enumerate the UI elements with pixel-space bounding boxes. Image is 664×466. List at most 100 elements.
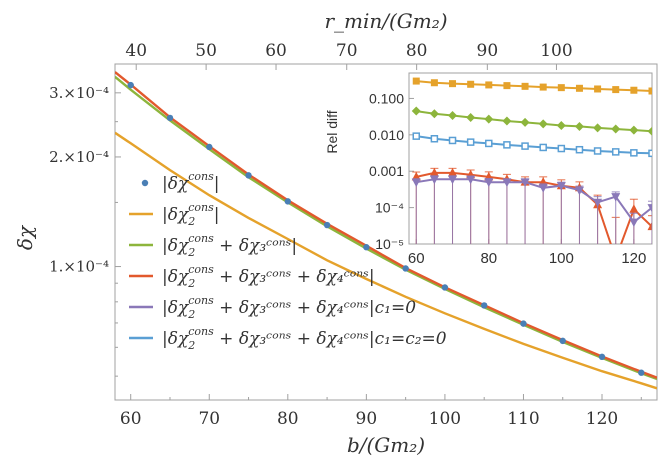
x-tick-label: 120: [586, 409, 618, 429]
x-tick-label: 90: [356, 409, 378, 429]
inset-marker: [503, 82, 511, 90]
y-axis-label: δχ: [13, 224, 37, 250]
legend-sub: 2: [187, 277, 195, 290]
main-ticks: 60 70 80 90 100 110 120 40 50 60 70 80 90 100 3.×10⁻⁴ 2…: [49, 41, 642, 429]
legend-label: |δχ2cons + δχ₃ᶜᵒⁿˢ|: [162, 232, 297, 259]
inset-marker: [629, 218, 639, 228]
y-tick-label: 1.×10⁻⁴: [49, 258, 109, 276]
legend-base: |δχ: [162, 298, 190, 318]
inset-chart: 60 80 100 120 0.100 0.010 0.001 10⁻⁴ 10⁻⁵ Rel di…: [324, 71, 653, 267]
legend-label: |δχ2cons|: [162, 201, 220, 228]
legend-sup: cons: [188, 170, 214, 183]
x-axis-label: b/(Gm₂): [347, 433, 425, 457]
data-point: [638, 369, 645, 376]
inset-frame: [408, 72, 653, 245]
data-point: [480, 302, 488, 309]
data-point: [441, 284, 449, 291]
main-plot-frame: [114, 63, 658, 401]
inset-x-tick-label: 80: [480, 250, 497, 267]
inset-marker: [411, 178, 421, 188]
inset-marker: [647, 221, 652, 231]
data-point: [323, 221, 331, 229]
inset-line: [416, 178, 652, 224]
legend-sub: 2: [187, 215, 195, 228]
legend-base: |δχ: [162, 267, 190, 287]
inset-y-axis-label: Rel diff: [324, 110, 340, 153]
legend-tail: + δχ₃ᶜᵒⁿˢ|: [214, 236, 297, 256]
inset-marker: [648, 87, 652, 95]
inset-marker: [520, 178, 530, 188]
top-tick-label: 40: [125, 41, 147, 61]
legend-label: |δχ2cons + δχ₃ᶜᵒⁿˢ + δχ₄ᶜᵒⁿˢ|c₁=0: [162, 294, 416, 321]
inset-marker: [467, 80, 475, 88]
legend-sup: cons: [188, 325, 214, 338]
inset-marker: [520, 117, 530, 127]
inset-marker: [647, 126, 652, 136]
inset-marker: [538, 184, 548, 193]
legend-tail: |: [214, 205, 220, 225]
inset-x-tick-label: 120: [621, 250, 646, 267]
inset-marker: [575, 145, 584, 154]
inset-marker: [502, 116, 512, 126]
data-point: [284, 198, 292, 205]
legend-sup: cons: [188, 232, 214, 245]
inset-marker: [611, 193, 621, 202]
inset-marker: [648, 149, 652, 158]
inset-ticks: 60 80 100 120 0.100 0.010 0.001 10⁻⁴ 10⁻⁵: [369, 90, 646, 267]
top-tick-label: 100: [540, 41, 572, 61]
x-tick-label: 60: [120, 409, 142, 429]
x-tick-label: 70: [198, 409, 220, 429]
legend-sup: cons: [188, 294, 214, 307]
data-point: [166, 114, 174, 122]
legend-tail: |: [214, 174, 220, 194]
inset-marker: [484, 114, 494, 124]
inset-marker: [556, 182, 566, 191]
inset-marker: [412, 77, 420, 85]
inset-marker: [647, 204, 652, 213]
inset-series-group: [411, 175, 652, 244]
legend-base: |δχ: [162, 174, 190, 194]
inset-marker: [629, 204, 639, 213]
top-tick-label: 80: [406, 41, 428, 61]
inset-marker: [466, 112, 476, 122]
x-tick-label: 110: [507, 409, 539, 429]
inset-y-tick-label: 10⁻⁴: [375, 200, 404, 216]
data-point: [598, 353, 606, 361]
inset-marker: [429, 109, 439, 119]
inset-y-tick-label: 10⁻⁵: [375, 236, 404, 252]
series-line-2: [115, 75, 657, 381]
inset-marker: [611, 124, 621, 134]
top-axis-label: r_min/(Gm₂): [324, 9, 447, 33]
inset-marker: [612, 86, 620, 94]
inset-marker: [593, 147, 602, 155]
top-tick-label: 60: [265, 41, 287, 61]
inset-marker: [556, 121, 566, 131]
inset-marker: [411, 106, 421, 116]
inset-marker: [593, 123, 603, 133]
inset-marker: [503, 141, 511, 149]
inset-marker: [430, 135, 439, 143]
y-tick-label: 2.×10⁻⁴: [49, 148, 109, 166]
inset-marker: [412, 132, 421, 140]
inset-marker: [557, 84, 565, 92]
inset-series-group: [411, 106, 652, 136]
inset-marker: [630, 86, 638, 94]
inset-marker: [594, 85, 602, 93]
inset-x-tick-label: 100: [549, 250, 574, 267]
legend-tail: + δχ₃ᶜᵒⁿˢ + δχ₄ᶜᵒⁿˢ|c₁=0: [214, 298, 416, 318]
inset-marker: [538, 119, 548, 129]
inset-marker: [429, 175, 439, 185]
data-point: [520, 320, 527, 327]
inset-marker: [575, 84, 583, 92]
inset-y-tick-label: 0.100: [369, 90, 404, 106]
inset-marker: [466, 175, 476, 185]
inset-marker: [539, 83, 547, 91]
inset-marker: [574, 121, 584, 131]
top-tick-label: 90: [477, 41, 499, 61]
inset-marker: [411, 171, 421, 181]
data-point: [245, 172, 252, 179]
legend-sub: 2: [187, 308, 195, 321]
legend-sub: 2: [187, 246, 195, 259]
inset-marker: [448, 167, 458, 177]
